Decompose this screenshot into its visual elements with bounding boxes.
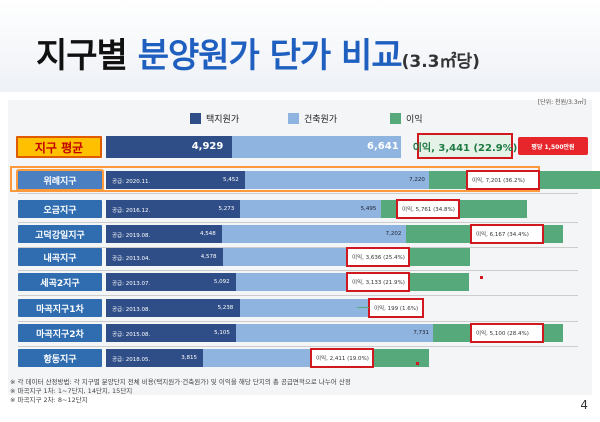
row-divider bbox=[18, 222, 578, 223]
row-divider bbox=[18, 193, 578, 194]
legend-item-land: 택지원가 bbox=[190, 112, 239, 125]
category-label: 항동지구 bbox=[18, 349, 102, 367]
average-bar-build bbox=[231, 136, 402, 158]
bar-segment-build bbox=[239, 299, 411, 317]
supply-date: 공급: 2015.08. bbox=[112, 332, 151, 338]
row-divider bbox=[18, 295, 578, 296]
bar-segment-build bbox=[221, 225, 406, 243]
bar-segment-land bbox=[106, 171, 246, 189]
average-build-value: 6,641 bbox=[367, 141, 399, 152]
bar-segment-land bbox=[106, 349, 204, 367]
arrow-indicator bbox=[357, 307, 369, 308]
legend-label-build: 건축원가 bbox=[304, 115, 338, 125]
supply-date: 공급: 2019.08. bbox=[112, 233, 151, 239]
footnotes: ※ 각 데이터 산정방법: 각 지구별 분양단지 전체 비용(택지원가·건축원가… bbox=[10, 378, 351, 405]
category-label-average: 지구 평균 bbox=[16, 136, 102, 158]
land-value: 5,092 bbox=[213, 279, 230, 285]
land-value: 5,238 bbox=[217, 305, 234, 311]
supply-date: 공급: 2016.12. bbox=[112, 208, 151, 214]
land-value: 3,815 bbox=[181, 355, 198, 361]
profit-label: 이익, 2,411 (19.0%) bbox=[310, 348, 374, 368]
category-label: 오금지구 bbox=[18, 200, 102, 218]
legend-swatch-land bbox=[190, 113, 201, 124]
row-divider bbox=[18, 346, 578, 347]
bar-segment-build bbox=[245, 171, 430, 189]
supply-date: 공급: 2013.08. bbox=[112, 307, 151, 313]
average-profit-label: 이익, 3,441 (22.9%) bbox=[413, 133, 517, 159]
bar-segment-profit bbox=[367, 349, 429, 367]
title-part3: (3.3㎡당) bbox=[401, 52, 480, 72]
profit-label: 이익, 3,636 (25.4%) bbox=[346, 247, 410, 267]
supply-date: 공급: 2013.04. bbox=[112, 256, 151, 262]
profit-label: 이익, 3,133 (21.9%) bbox=[346, 272, 410, 292]
page-title: 지구별 분양원가 단가 비교(3.3㎡당) bbox=[36, 28, 480, 77]
footnote: ※ 마곡지구 2차: 8~12단지 bbox=[10, 396, 88, 404]
stacked-bar: 공급: 2018.05.3,8156,441 bbox=[106, 349, 429, 367]
legend-item-profit: 이익 bbox=[390, 112, 423, 125]
stacked-bar: 공급: 2013.04.4,5786,080 bbox=[106, 248, 471, 266]
stacked-bar: 공급: 2013.07.5,0926,023 bbox=[106, 273, 470, 291]
bar-segment-land bbox=[106, 273, 236, 291]
land-value: 5,105 bbox=[214, 330, 230, 336]
average-bar-land bbox=[106, 136, 232, 158]
bar-segment-land bbox=[106, 200, 241, 218]
footnote: ※ 각 데이터 산정방법: 각 지구별 분양단지 전체 비용(택지원가·건축원가… bbox=[10, 378, 351, 386]
bar-segment-land bbox=[106, 299, 240, 317]
profit-label: 이익, 199 (1.6%) bbox=[368, 298, 424, 318]
title-part1: 지구별 bbox=[36, 36, 128, 76]
red-mark bbox=[416, 362, 419, 365]
average-land-value: 4,929 bbox=[191, 141, 224, 152]
title-band bbox=[0, 0, 600, 92]
unit-label: [단위: 천원/3.3㎡] bbox=[537, 99, 586, 106]
bar-segment-build bbox=[240, 200, 381, 218]
land-value: 4,548 bbox=[199, 231, 216, 237]
bar-segment-build bbox=[236, 324, 434, 342]
chart-legend: 택지원가 건축원가 이익 bbox=[0, 112, 600, 125]
profit-label: 이익, 5,761 (34.8%) bbox=[396, 199, 460, 219]
average-bar: 4,929 6,641 bbox=[106, 136, 402, 158]
supply-date: 공급: 2020.11. bbox=[112, 179, 151, 185]
build-value: 7,202 bbox=[385, 231, 402, 237]
build-value: 7,731 bbox=[413, 330, 430, 336]
legend-label-land: 택지원가 bbox=[206, 115, 240, 125]
legend-swatch-build bbox=[288, 113, 299, 124]
page-number: 4 bbox=[580, 398, 588, 412]
bar-segment-build bbox=[222, 248, 378, 266]
title-part2: 분양원가 단가 비교 bbox=[137, 36, 403, 76]
stacked-bar: 공급: 2016.12. 5,273 5,495 bbox=[106, 200, 528, 218]
land-value: 5,452 bbox=[223, 177, 239, 183]
land-value: 5,273 bbox=[218, 206, 235, 212]
land-value: 4,578 bbox=[200, 254, 217, 260]
legend-swatch-profit bbox=[390, 113, 401, 124]
bar-segment-land bbox=[106, 248, 223, 266]
profit-label: 이익, 7,201 (36.2%) bbox=[466, 170, 540, 190]
supply-date: 공급: 2013.07. bbox=[112, 281, 151, 287]
legend-label-profit: 이익 bbox=[406, 115, 423, 125]
bar-segment-land bbox=[106, 225, 222, 243]
category-label: 고덕강일지구 bbox=[18, 225, 102, 243]
bar-segment-land bbox=[106, 324, 237, 342]
row-divider bbox=[18, 247, 578, 248]
category-label: 내곡지구 bbox=[18, 248, 102, 266]
footnote: ※ 마곡지구 1차: 1~7단지, 14단지, 15단지 bbox=[10, 387, 133, 395]
red-mark bbox=[480, 276, 483, 279]
profit-label: 이익, 6,167 (34.4%) bbox=[470, 224, 544, 244]
profit-label: 이익, 5,100 (28.4%) bbox=[470, 323, 544, 343]
category-label: 세곡2지구 bbox=[18, 273, 102, 291]
build-value: 7,220 bbox=[409, 177, 425, 183]
average-price-badge: 평당 1,500만원 bbox=[518, 137, 588, 155]
build-value: 5,495 bbox=[360, 206, 377, 212]
category-label: 마곡지구1차 bbox=[18, 299, 102, 317]
legend-item-build: 건축원가 bbox=[288, 112, 337, 125]
supply-date: 공급: 2018.05. bbox=[112, 357, 151, 363]
category-label: 마곡지구2차 bbox=[18, 324, 102, 342]
row-divider bbox=[18, 270, 578, 271]
category-label: 위례지구 bbox=[18, 171, 102, 189]
row-divider bbox=[18, 321, 578, 322]
